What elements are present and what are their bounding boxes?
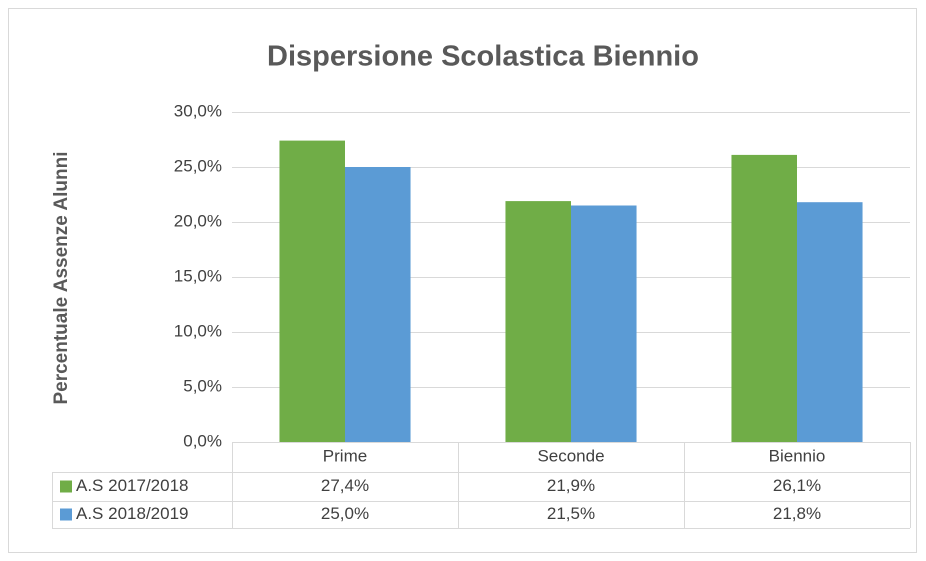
x-tick-label: Prime [323,446,367,465]
table-value: 21,9% [547,476,595,495]
y-axis-label: Percentuale Assenze Alunni [51,151,72,404]
bar [731,154,797,442]
y-tick-label: 20,0% [174,211,222,230]
bar [505,201,571,442]
table-value: 21,8% [773,504,821,523]
x-tick-label: Biennio [769,446,826,465]
y-tick-label: 25,0% [174,156,222,175]
y-tick-label: 10,0% [174,321,222,340]
bar [279,140,345,442]
legend-swatch [60,508,72,521]
bar [345,167,411,442]
y-tick-label: 0,0% [183,431,222,450]
table-value: 21,5% [547,504,595,523]
table-value: 26,1% [773,476,821,495]
legend-label: A.S 2017/2018 [76,476,188,495]
x-tick-label: Seconde [537,446,604,465]
y-tick-label: 5,0% [183,376,222,395]
table-value: 27,4% [321,476,369,495]
table-value: 25,0% [321,504,369,523]
legend-label: A.S 2018/2019 [76,504,188,523]
y-tick-label: 30,0% [174,101,222,120]
y-tick-label: 15,0% [174,266,222,285]
legend-swatch [60,480,72,493]
chart-title: Dispersione Scolastica Biennio [267,41,699,73]
bar [797,202,863,442]
bar [571,205,637,442]
